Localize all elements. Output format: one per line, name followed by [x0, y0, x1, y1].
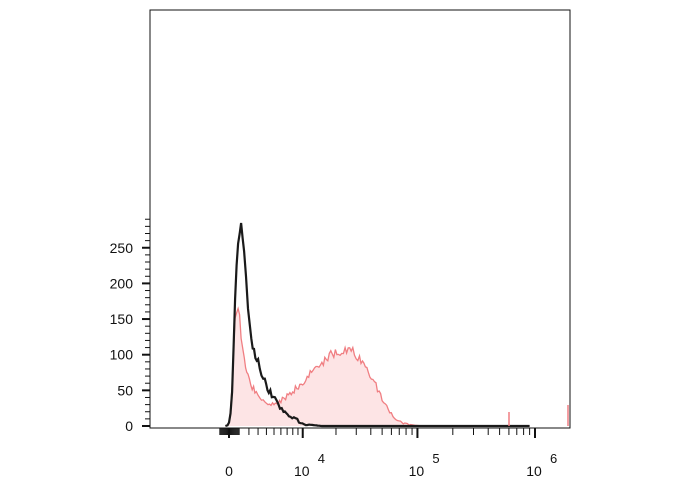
y-tick-label: 50 [117, 382, 133, 398]
y-tick-label: 250 [110, 240, 134, 256]
y-axis: 0 50 100 150 200 250 [110, 218, 150, 434]
x-tick-exponent: 6 [550, 451, 557, 466]
x-tick-exponent: 4 [318, 451, 325, 466]
x-tick-label: 10 [294, 463, 310, 479]
y-tick-label: 100 [110, 347, 134, 363]
x-tick-label: 10 [409, 463, 425, 479]
x-tick-exponent: 5 [432, 451, 439, 466]
x-tick-label: 0 [225, 463, 233, 479]
y-tick-label: 0 [125, 418, 133, 434]
series-area-fill [225, 308, 530, 426]
series-layer [225, 222, 569, 428]
y-tick-label: 150 [110, 311, 134, 327]
y-tick-label: 200 [110, 275, 134, 291]
x-tick-label: 10 [526, 463, 542, 479]
x-axis: 0 10 4 10 5 10 6 [219, 428, 557, 479]
series-line [225, 222, 530, 428]
